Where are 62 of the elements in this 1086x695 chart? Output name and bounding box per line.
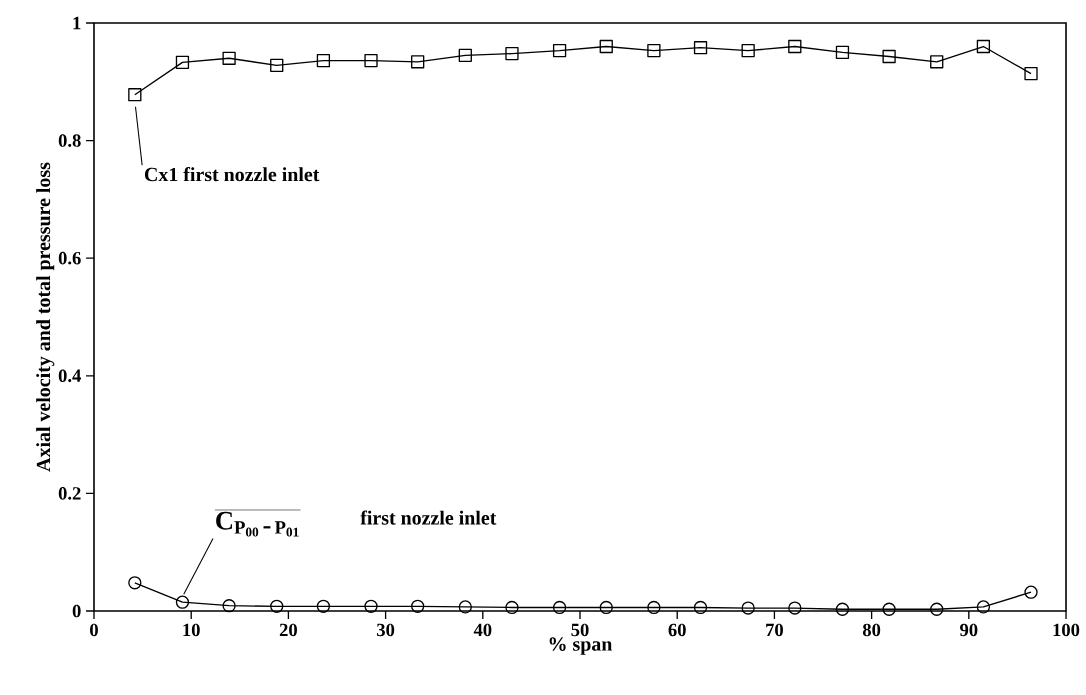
point (411, 55, 425, 69)
point (458, 600, 472, 614)
point (222, 51, 236, 65)
y-axis-title: Axial velocity and total pressure loss (36, 162, 55, 472)
x-tick-label: 10 (183, 623, 200, 637)
x-tick-label: 20 (279, 623, 297, 637)
x-tick-label: 30 (377, 623, 395, 637)
point (316, 599, 331, 613)
y-tick-label: 0 (72, 604, 81, 618)
point (693, 600, 708, 615)
point (175, 595, 190, 609)
point (788, 601, 802, 615)
point (647, 600, 661, 615)
point (222, 599, 236, 613)
x-tick-label: 100 (1053, 623, 1080, 637)
point (128, 576, 142, 590)
point (270, 599, 284, 613)
y-tick-label: 0.8 (58, 134, 81, 147)
point (364, 599, 378, 613)
point (599, 600, 613, 615)
point (976, 39, 991, 54)
point (552, 43, 567, 58)
point (175, 55, 190, 70)
point (128, 88, 142, 102)
y-tick-label: 0.6 (58, 251, 81, 265)
x-tick-label: 40 (473, 623, 492, 637)
point (930, 602, 944, 616)
y-tick-label: 0.4 (58, 369, 81, 383)
y-tick-label: 1 (73, 16, 81, 30)
point (316, 53, 331, 68)
x-tick-label: 70 (766, 623, 783, 637)
point (741, 43, 755, 58)
point (505, 46, 519, 61)
point (1024, 585, 1038, 599)
point (364, 53, 378, 68)
x-tick-label: 0 (90, 623, 98, 637)
point (882, 49, 896, 64)
annotation: $\overline{\mathbf{C}_{\mathbf{P}_{\mathbf{00}}\,\mbox{-}\,\mathbf{P}_{\mathbf{01}}}}$ (214, 509, 301, 537)
x-tick-label: 60 (668, 623, 686, 637)
point (505, 600, 519, 615)
point (835, 45, 850, 60)
annotation: Cx1 first nozzle inlet (144, 167, 320, 182)
y-tick-label: 0.2 (58, 487, 81, 500)
point (788, 39, 802, 54)
point (1024, 66, 1038, 81)
x-tick-label: 90 (960, 623, 978, 637)
point (458, 48, 472, 62)
x-tick-label: 80 (862, 623, 881, 637)
point (693, 41, 708, 55)
x-tick-label: 50 (571, 623, 589, 637)
annotation: first nozzle inlet (360, 510, 497, 525)
point (552, 600, 567, 615)
point (835, 602, 850, 616)
point (647, 43, 661, 58)
point (930, 55, 944, 69)
point (270, 58, 284, 72)
point (741, 601, 755, 615)
x-axis-title: % span (549, 637, 613, 655)
point (411, 599, 425, 613)
point (882, 602, 896, 616)
point (976, 600, 991, 614)
point (599, 39, 613, 54)
